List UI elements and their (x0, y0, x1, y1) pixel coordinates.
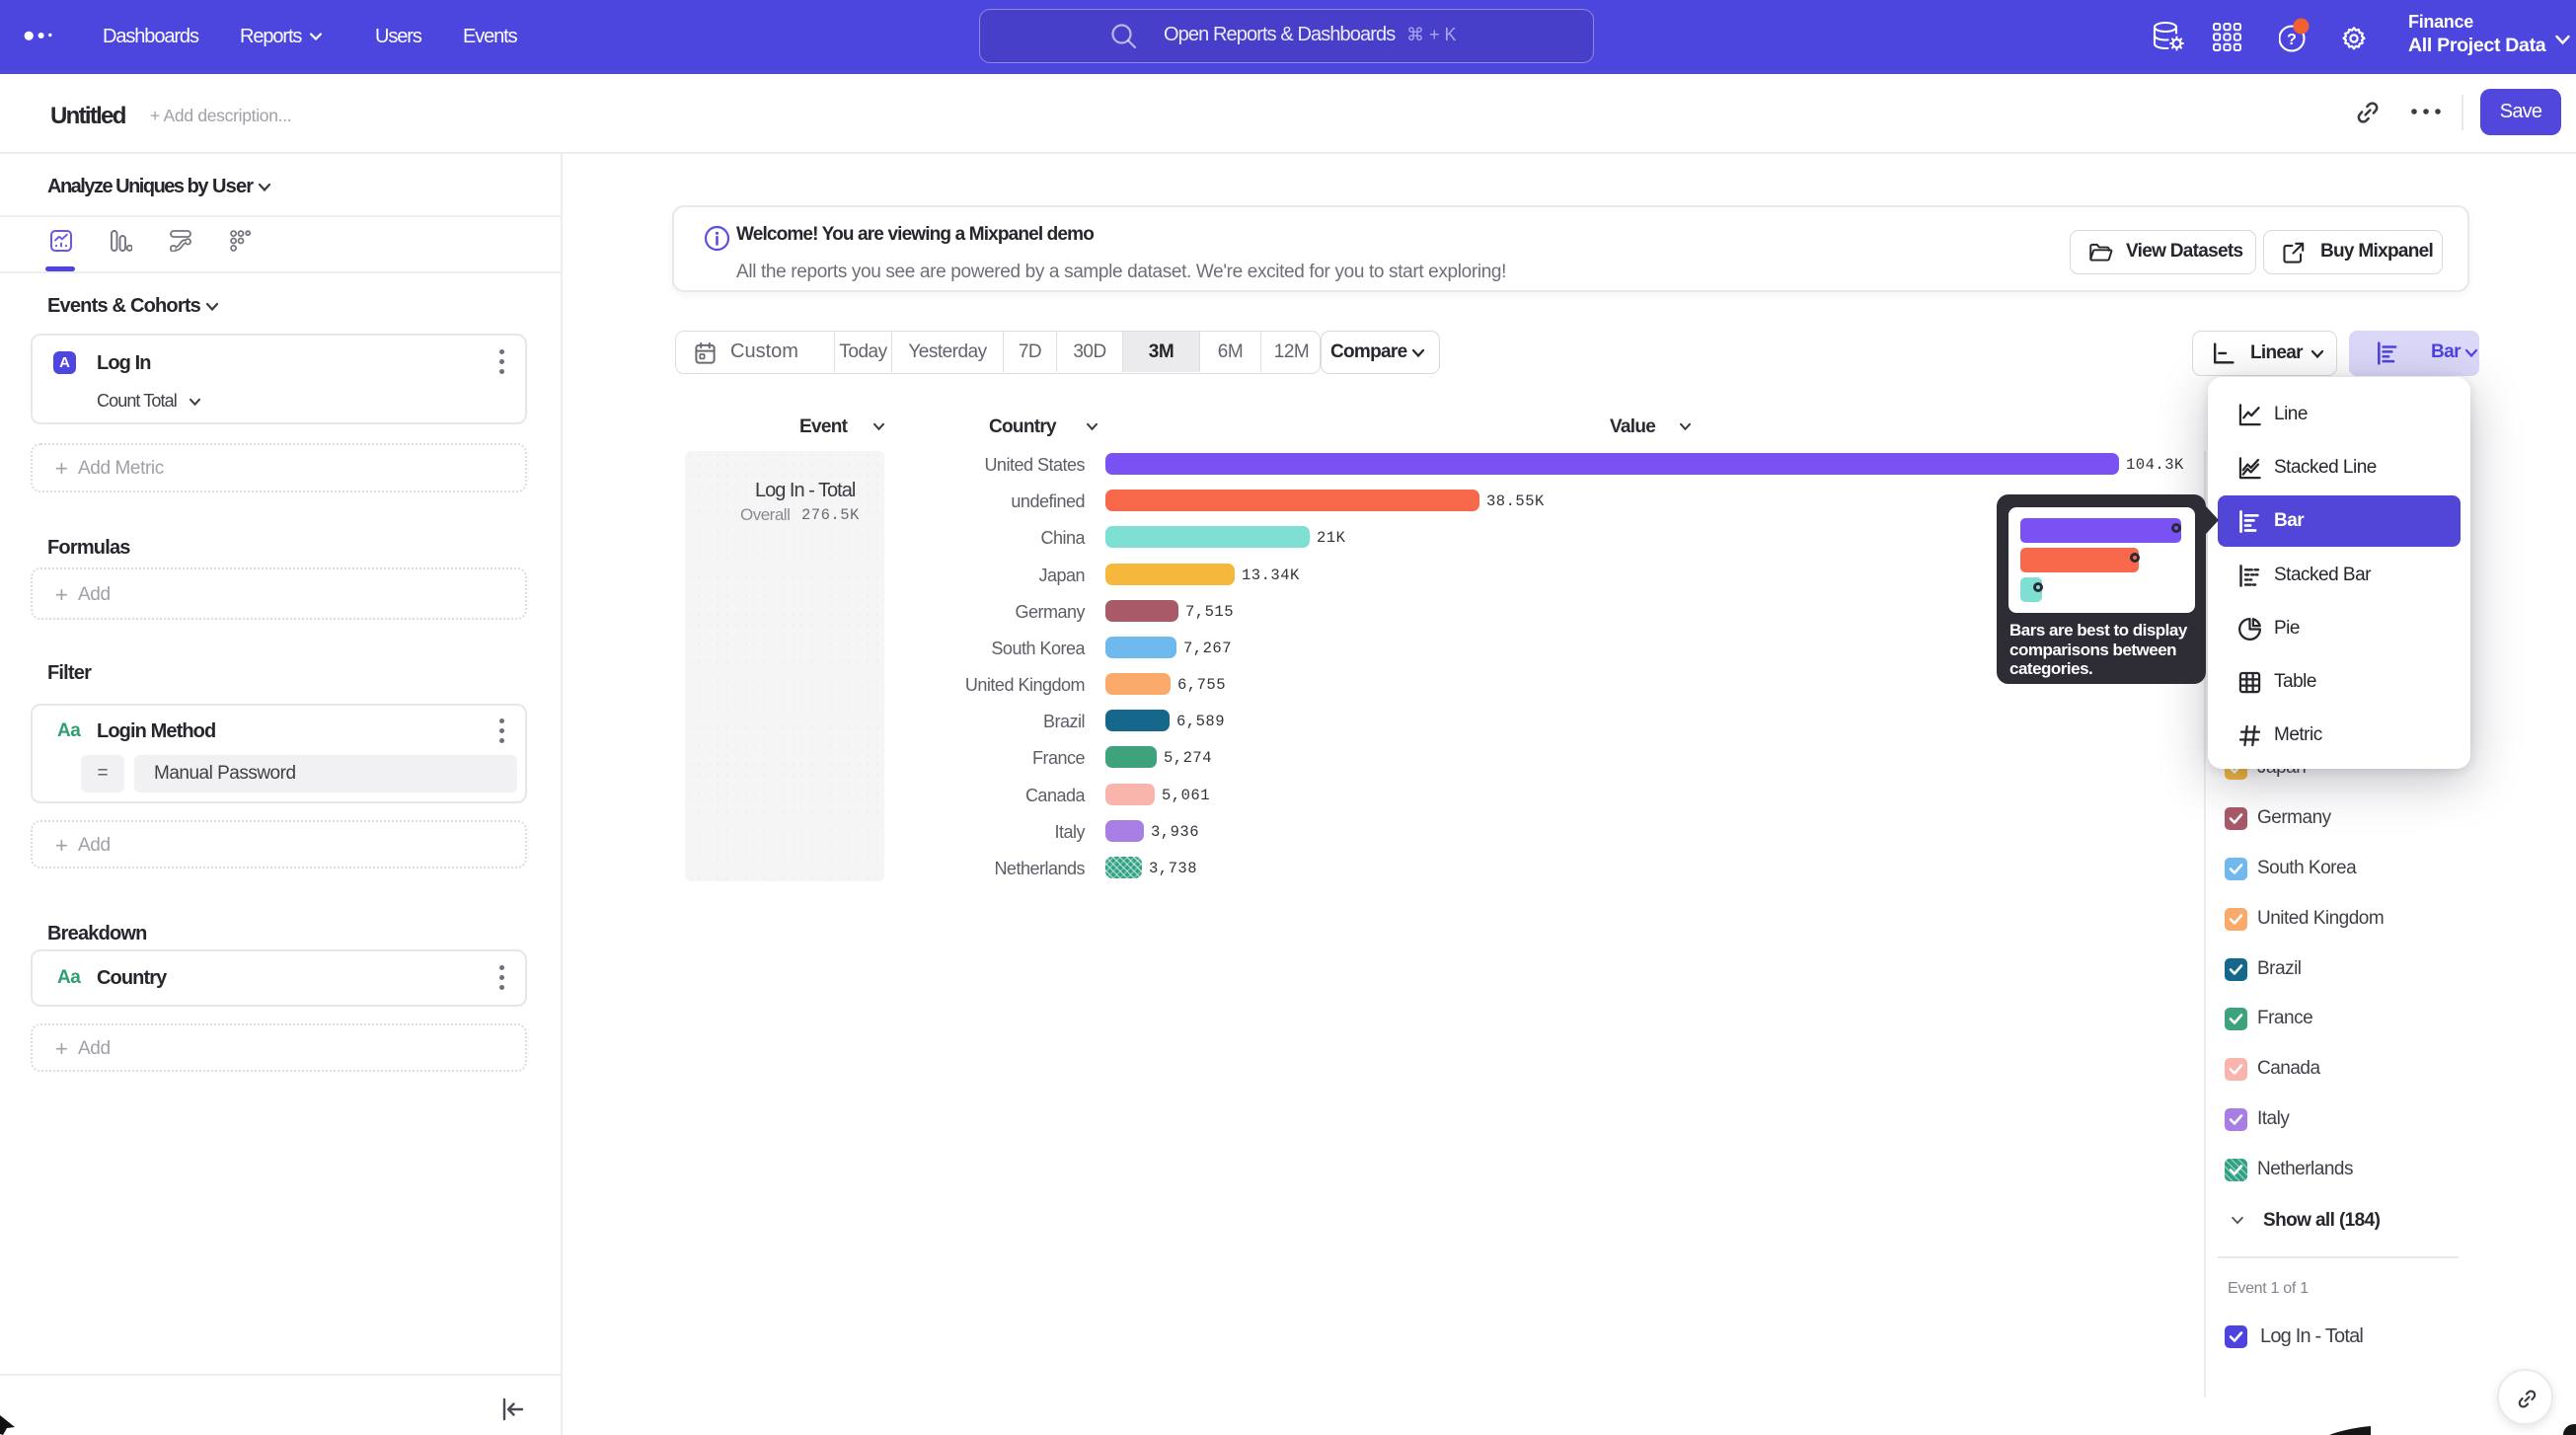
svg-text:?: ? (2287, 32, 2297, 48)
